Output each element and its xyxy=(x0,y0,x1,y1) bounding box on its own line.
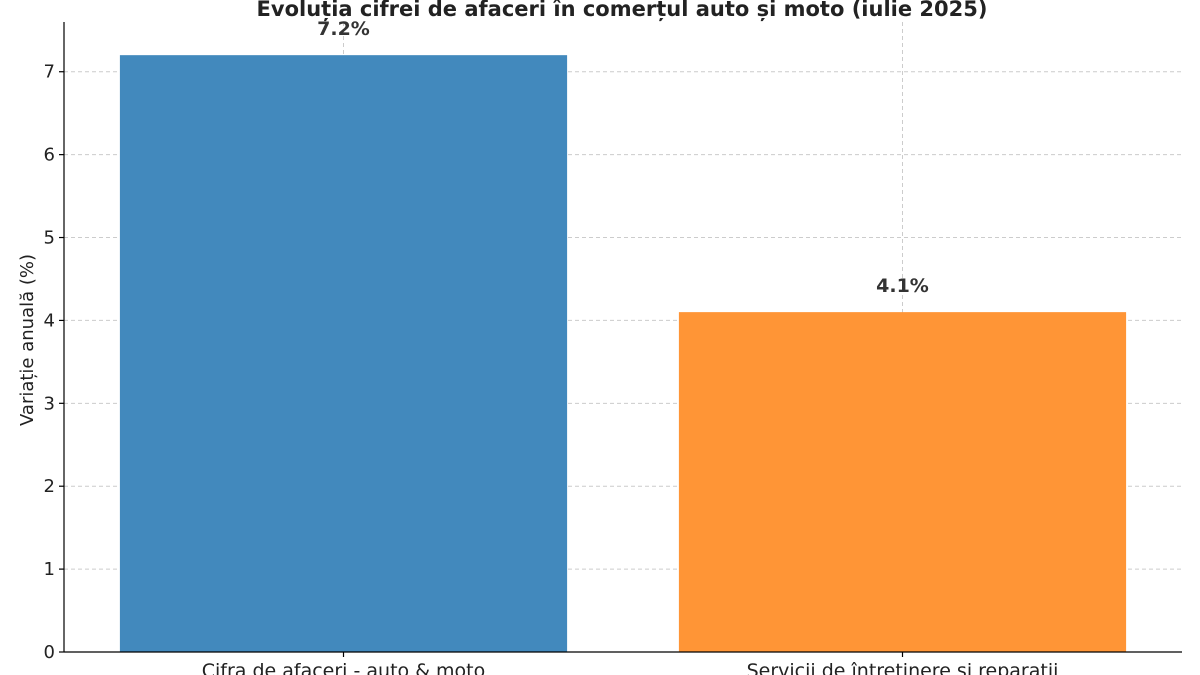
y-tick-label: 7 xyxy=(44,62,55,83)
y-tick-label: 2 xyxy=(44,476,55,497)
bar-layer xyxy=(119,55,1127,652)
y-tick-label: 6 xyxy=(44,145,55,166)
y-tick-label: 1 xyxy=(44,559,55,580)
data-label: 7.2% xyxy=(317,18,370,40)
y-tick-label: 5 xyxy=(44,228,55,249)
y-tick-label: 0 xyxy=(44,642,55,663)
axis-layer: 0 1 2 3 4 5 6 7 Cifra de afaceri - auto & moto Se… xyxy=(44,22,1182,675)
bar xyxy=(678,312,1127,652)
x-tick-label: Servicii de întretinere și reparatii xyxy=(747,660,1059,675)
data-label: 4.1% xyxy=(876,275,929,297)
chart-title: Evoluția cifrei de afaceri în comerțul a… xyxy=(257,0,988,22)
x-tick-label: Cifra de afaceri - auto & moto xyxy=(202,660,486,675)
label-layer: 7.2% 4.1% xyxy=(317,18,929,297)
y-axis-label: Variație anuală (%) xyxy=(17,254,38,426)
bar xyxy=(119,55,568,652)
y-tick-label: 3 xyxy=(44,393,55,414)
y-tick-label: 4 xyxy=(44,310,55,331)
